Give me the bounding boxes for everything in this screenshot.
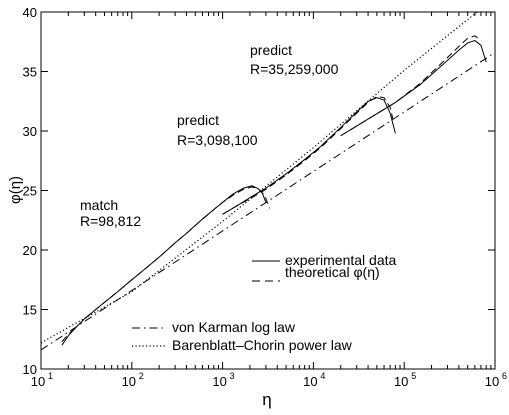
x-tick-label: 10 [31, 374, 45, 389]
y-tick-label: 40 [23, 5, 37, 20]
y-tick-label: 10 [23, 362, 37, 377]
x-tick-label: 10 [212, 374, 226, 389]
x-tick-label: 10 [122, 374, 136, 389]
x-tick-exponent: 6 [502, 371, 507, 381]
x-tick-label: 10 [394, 374, 408, 389]
series-line-dashed-3 [222, 95, 394, 215]
annotation-predict1-label: predict [177, 112, 219, 128]
y-tick-label: 30 [23, 124, 37, 139]
x-tick-exponent: 3 [230, 371, 235, 381]
x-tick-exponent: 5 [411, 371, 416, 381]
series-line-solid-4 [340, 40, 487, 137]
legend-label-experimental: experimental data [285, 252, 397, 268]
legend-label-barenblatt: Barenblatt–Chorin power law [172, 337, 353, 353]
x-tick-exponent: 4 [320, 371, 325, 381]
x-tick-label: 10 [303, 374, 317, 389]
y-tick-label: 15 [23, 303, 37, 318]
x-tick-exponent: 2 [139, 371, 144, 381]
annotation-predict2-label: predict [250, 42, 292, 58]
x-axis-label: η [262, 390, 271, 409]
y-tick-label: 20 [23, 243, 37, 258]
annotation-match-label: match [80, 197, 118, 213]
annotation-match-value: R=98,812 [80, 213, 141, 229]
annotation-predict1-value: R=3,098,100 [177, 132, 258, 148]
legend-label-theoretical: theoretical φ(η) [285, 264, 380, 280]
series-layer [41, 12, 495, 351]
y-axis-label: φ(η) [7, 176, 24, 204]
x-tick-label: 10 [485, 374, 499, 389]
x-tick-exponent: 1 [48, 371, 53, 381]
series-line-solid-2 [222, 97, 396, 215]
series-line-dashed-5 [340, 35, 482, 137]
y-tick-label: 35 [23, 65, 37, 80]
annotation-predict2-value: R=35,259,000 [250, 61, 339, 77]
legend-label-von-karman: von Karman log law [172, 319, 296, 335]
series-line-dotted-7 [41, 12, 479, 344]
y-tick-label: 25 [23, 184, 37, 199]
